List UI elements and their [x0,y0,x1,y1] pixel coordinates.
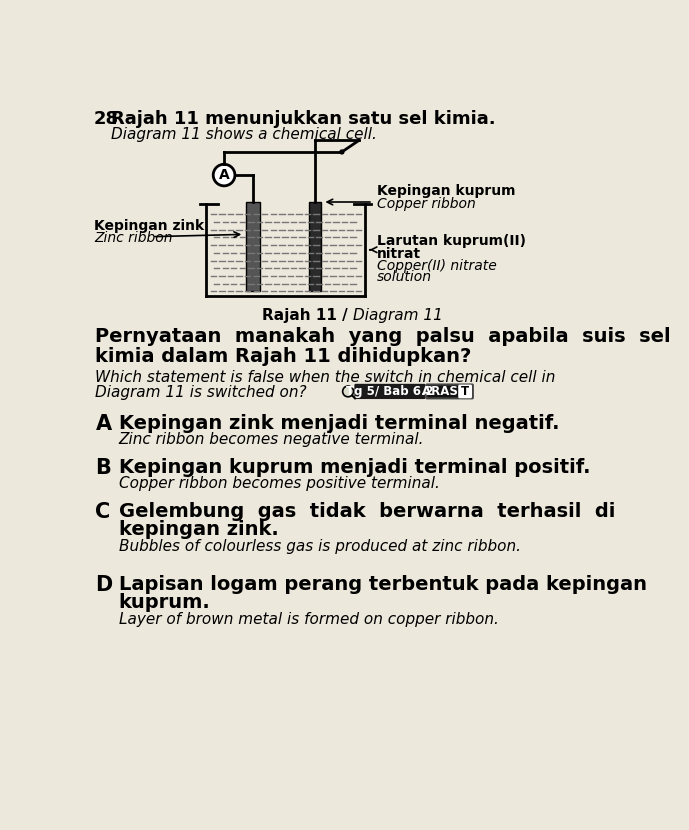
Text: B: B [95,457,112,477]
Text: ARAS :: ARAS : [422,385,466,398]
Text: Rajah 11 /: Rajah 11 / [262,307,353,323]
FancyBboxPatch shape [426,384,473,398]
Text: Kepingan zink menjadi terminal negatif.: Kepingan zink menjadi terminal negatif. [119,414,559,432]
Text: Copper ribbon becomes positive terminal.: Copper ribbon becomes positive terminal. [119,476,440,491]
FancyBboxPatch shape [459,385,471,398]
Text: Gelembung  gas  tidak  berwarna  terhasil  di: Gelembung gas tidak berwarna terhasil di [119,501,615,520]
Text: Lapisan logam perang terbentuk pada kepingan: Lapisan logam perang terbentuk pada kepi… [119,574,647,593]
Text: 28: 28 [94,110,119,129]
Circle shape [342,386,353,397]
Text: D: D [95,574,113,594]
Text: Kepingan kuprum menjadi terminal positif.: Kepingan kuprum menjadi terminal positif… [119,457,590,476]
Text: Kepingan kuprum: Kepingan kuprum [377,184,515,198]
Text: A: A [95,414,112,434]
Text: T: T [461,385,469,398]
Text: Copper ribbon: Copper ribbon [377,197,475,211]
Text: Rajah 11 menunjukkan satu sel kimia.: Rajah 11 menunjukkan satu sel kimia. [111,110,495,129]
Bar [246,202,260,291]
Text: solution: solution [377,270,432,284]
Text: kepingan zink.: kepingan zink. [119,520,278,539]
Text: Which statement is false when the switch in chemical cell in: Which statement is false when the switch… [95,370,556,385]
Text: Diagram 11: Diagram 11 [353,307,442,323]
Text: C: C [95,501,111,521]
Text: nitrat: nitrat [377,247,421,261]
Circle shape [213,164,235,186]
Text: Diagram 11 shows a chemical cell.: Diagram 11 shows a chemical cell. [111,126,377,142]
Text: Tg 5/ Bab 6.2: Tg 5/ Bab 6.2 [346,385,434,398]
Text: Copper(II) nitrate: Copper(II) nitrate [377,259,497,273]
Text: Zinc ribbon: Zinc ribbon [94,231,172,245]
Text: A: A [218,168,229,182]
Text: kimia dalam Rajah 11 dihidupkan?: kimia dalam Rajah 11 dihidupkan? [95,347,472,366]
Bar [309,202,321,291]
Text: Diagram 11 is switched on?: Diagram 11 is switched on? [95,385,307,400]
Text: Kepingan zink: Kepingan zink [94,219,204,233]
Text: Pernyataan  manakah  yang  palsu  apabila  suis  sel: Pernyataan manakah yang palsu apabila su… [95,327,671,346]
Text: Zinc ribbon becomes negative terminal.: Zinc ribbon becomes negative terminal. [119,432,424,447]
Text: Layer of brown metal is formed on copper ribbon.: Layer of brown metal is formed on copper… [119,612,499,627]
FancyBboxPatch shape [355,384,425,398]
Text: kuprum.: kuprum. [119,593,210,613]
Text: Bubbles of colourless gas is produced at zinc ribbon.: Bubbles of colourless gas is produced at… [119,539,521,554]
Text: Larutan kuprum(II): Larutan kuprum(II) [377,234,526,248]
Circle shape [340,150,344,154]
